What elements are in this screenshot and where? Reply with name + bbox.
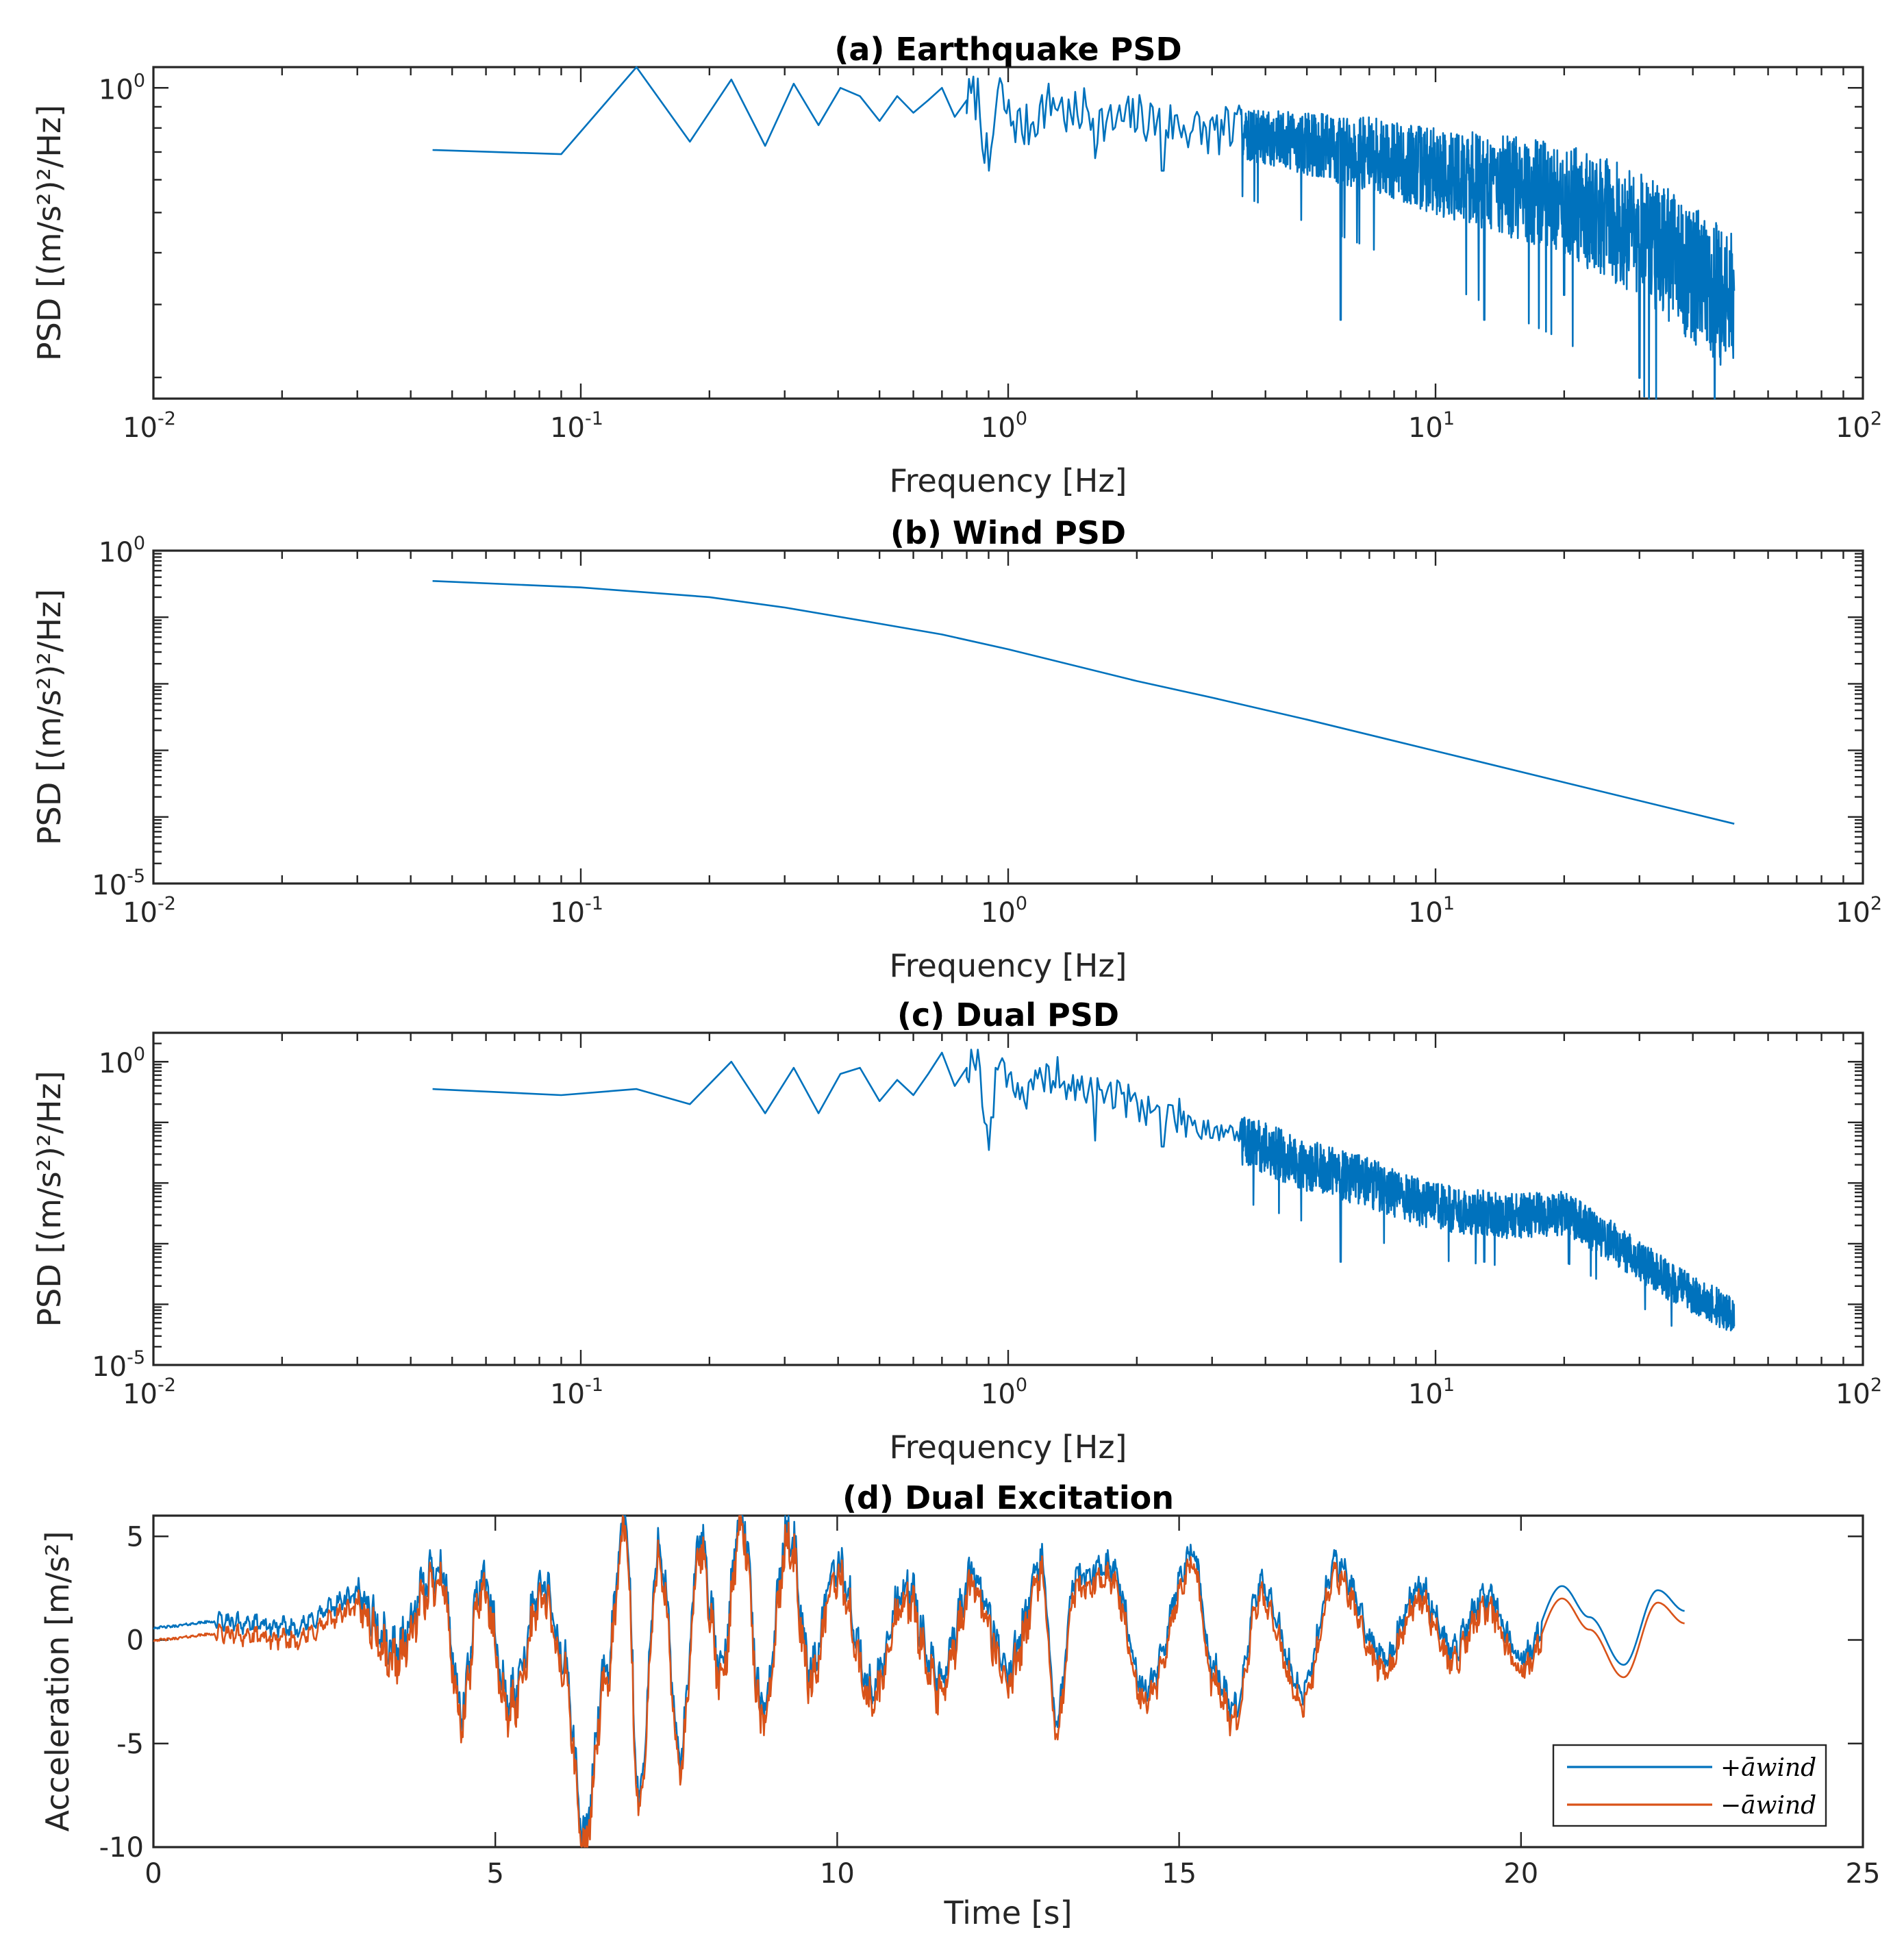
tick-label-base: 10 [1836, 897, 1870, 929]
panel-title: (d) Dual Excitation [842, 1479, 1174, 1516]
tick-label-exponent: -5 [127, 1347, 145, 1368]
tick-label-exponent: 0 [134, 533, 145, 554]
tick-label-exponent: -5 [127, 866, 145, 887]
tick-label-exponent: 1 [1443, 1375, 1455, 1396]
x-tick-label: 100 [981, 1375, 1027, 1410]
tick-label-exponent: -2 [158, 408, 176, 429]
x-tick-label: 10-1 [550, 408, 603, 444]
tick-label-exponent: -2 [158, 893, 176, 914]
x-tick-label: 101 [1408, 1375, 1455, 1410]
y-tick-label: 100 [99, 533, 145, 568]
x-tick-label: 0 [145, 1858, 162, 1890]
x-tick-label: 102 [1836, 408, 1882, 444]
legend-box [1552, 1744, 1827, 1827]
tick-label-exponent: -1 [585, 408, 603, 429]
x-tick-label: 10-1 [550, 1375, 603, 1410]
panel-title: (b) Wind PSD [890, 514, 1126, 551]
legend-label: +āwind [1720, 1754, 1816, 1782]
x-tick-label: 25 [1846, 1858, 1881, 1890]
y-tick-label: 0 [127, 1625, 144, 1657]
tick-label-base: 10 [123, 897, 158, 929]
tick-label-base: 10 [1408, 897, 1443, 929]
legend-label: −āwind [1720, 1792, 1816, 1820]
x-tick-label: 10-1 [550, 893, 603, 929]
tick-label-exponent: 0 [1016, 408, 1027, 429]
x-tick-label: 101 [1408, 408, 1455, 444]
tick-label-base: 10 [981, 412, 1016, 444]
panel-d: 0 5 10 15 20 25 5 0 -5 -10 (d) Dual Excitation Time… [39, 1479, 1880, 1931]
y-axis-label: PSD [(m/s²)²/Hz] [31, 1070, 68, 1327]
psd-line [432, 580, 1735, 825]
tick-label-base: 10 [123, 412, 158, 444]
series-line-plus-wind [153, 1515, 1685, 1848]
tick-label-exponent: -1 [585, 893, 603, 914]
tick-label-base: 10 [92, 1351, 127, 1383]
legend: +āwind −āwind [1552, 1744, 1827, 1827]
tick-label-base: 10 [1836, 412, 1870, 444]
tick-label-base: 10 [1408, 412, 1443, 444]
tick-label-exponent: 0 [1016, 893, 1027, 914]
x-tick-label: 15 [1162, 1858, 1197, 1890]
tick-label-base: 10 [99, 74, 134, 105]
tick-label-exponent: 0 [134, 1044, 145, 1065]
x-tick-label: 10-2 [123, 408, 176, 444]
x-tick-label: 102 [1836, 1375, 1882, 1410]
y-tick-label: -10 [99, 1832, 144, 1864]
x-tick-label: 102 [1836, 893, 1882, 929]
psd-line [432, 66, 1736, 400]
tick-label-base: 10 [981, 897, 1016, 929]
tick-label-exponent: 2 [1870, 408, 1882, 429]
y-tick-label: 10-5 [92, 1347, 145, 1383]
y-axis-label: Acceleration [m/s²] [39, 1531, 76, 1831]
x-axis-label: Frequency [Hz] [890, 947, 1127, 984]
psd-line [432, 1049, 1736, 1331]
tick-label-base: 10 [123, 1379, 158, 1410]
y-tick-label: 10-5 [92, 866, 145, 901]
x-tick-label: 10-2 [123, 893, 176, 929]
panel-title: (c) Dual PSD [897, 996, 1119, 1033]
tick-label-base: 10 [550, 897, 585, 929]
y-axis-label: PSD [(m/s²)²/Hz] [31, 589, 68, 845]
x-tick-label: 10-2 [123, 1375, 176, 1410]
tick-label-base: 10 [1836, 1379, 1870, 1410]
tick-label-exponent: 0 [134, 70, 145, 91]
y-tick-label: 100 [99, 1044, 145, 1079]
x-tick-label: 101 [1408, 893, 1455, 929]
tick-label-exponent: 2 [1870, 1375, 1882, 1396]
tick-label-base: 10 [981, 1379, 1016, 1410]
y-tick-label: -5 [116, 1729, 144, 1760]
x-tick-label: 5 [486, 1858, 503, 1890]
plot-area-frame [152, 1514, 1864, 1848]
plot-area-frame [152, 549, 1864, 885]
x-tick-label: 20 [1503, 1858, 1538, 1890]
tick-label-exponent: 1 [1443, 893, 1455, 914]
x-tick-label: 100 [981, 408, 1027, 444]
y-tick-label: 100 [99, 70, 145, 105]
x-tick-label: 100 [981, 893, 1027, 929]
x-axis-label: Time [s] [943, 1894, 1072, 1931]
tick-label-base: 10 [550, 1379, 585, 1410]
x-axis-label: Frequency [Hz] [890, 462, 1127, 499]
y-tick-label: 5 [127, 1521, 144, 1553]
series-line-minus-wind [153, 1515, 1685, 1848]
x-axis-label: Frequency [Hz] [890, 1429, 1127, 1466]
x-tick-label: 10 [820, 1858, 855, 1890]
tick-label-exponent: -2 [158, 1375, 176, 1396]
tick-label-exponent: 1 [1443, 408, 1455, 429]
tick-label-base: 10 [1408, 1379, 1443, 1410]
tick-label-base: 10 [92, 870, 127, 901]
tick-label-base: 10 [99, 1048, 134, 1079]
tick-label-exponent: 0 [1016, 1375, 1027, 1396]
y-axis-label: PSD [(m/s²)²/Hz] [31, 105, 68, 361]
tick-label-exponent: -1 [585, 1375, 603, 1396]
tick-label-base: 10 [550, 412, 585, 444]
tick-label-exponent: 2 [1870, 893, 1882, 914]
tick-label-base: 10 [99, 537, 134, 568]
panel-title: (a) Earthquake PSD [834, 31, 1181, 68]
